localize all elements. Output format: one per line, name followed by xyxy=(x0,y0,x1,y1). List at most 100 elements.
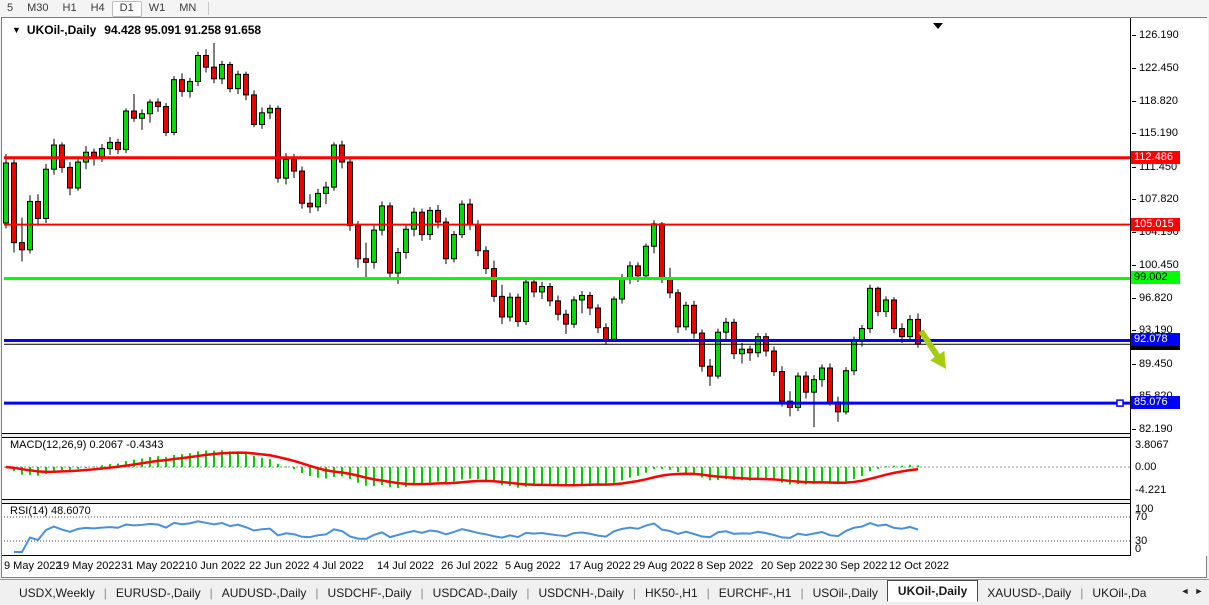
timeframe-button-W1[interactable]: W1 xyxy=(148,2,166,14)
panel-splitter-1[interactable] xyxy=(2,433,1207,438)
timeframe-button-M30[interactable]: M30 xyxy=(27,2,49,14)
candle-body xyxy=(619,277,625,300)
macd-histogram-bar xyxy=(605,467,607,485)
macd-histogram-bar xyxy=(245,453,247,467)
macd-histogram-bar xyxy=(93,466,95,468)
macd-histogram-bar xyxy=(109,464,111,467)
line-handle[interactable] xyxy=(1116,399,1124,407)
chart-symbol-period: UKOil-,Daily xyxy=(26,23,97,37)
candle-body xyxy=(755,336,761,354)
tab-usdchf-daily[interactable]: USDCHF-,Daily xyxy=(327,585,412,600)
macd-histogram-bar xyxy=(573,467,575,486)
price-axis[interactable]: 126.190 122.450 118.820 115.190 111.450 107.8… xyxy=(1131,18,1208,556)
candle-body xyxy=(403,228,409,253)
macd-histogram-bar xyxy=(565,467,567,487)
main-chart-svg[interactable] xyxy=(3,18,1130,433)
macd-histogram-bar xyxy=(693,467,695,475)
macd-histogram-bar xyxy=(869,467,871,472)
candle-body xyxy=(411,211,417,230)
macd-histogram-bar xyxy=(701,467,703,478)
macd-histogram-bar xyxy=(397,467,399,488)
shift-marker-icon[interactable] xyxy=(933,23,943,29)
candle-body xyxy=(739,348,745,355)
candle-body xyxy=(707,365,713,377)
date-label: 31 May 2022 xyxy=(121,560,185,572)
panel-splitter-2[interactable] xyxy=(2,499,1207,504)
price-axis-label: 96.820 xyxy=(1132,292,1173,304)
tab-separator: | xyxy=(706,585,710,600)
macd-histogram-bar xyxy=(805,467,807,485)
tab-hk50-h1[interactable]: HK50-,H1 xyxy=(644,585,698,600)
candle-body xyxy=(555,300,561,315)
symbol-dropdown-icon[interactable]: ▼ xyxy=(12,25,21,35)
macd-histogram-bar xyxy=(445,467,447,483)
candle-body xyxy=(107,141,113,150)
timeframe-button-H4[interactable]: H4 xyxy=(90,2,105,14)
candle-body xyxy=(155,101,161,108)
candle-body xyxy=(243,73,249,96)
candle-body xyxy=(795,375,801,408)
tab-ukoil-da[interactable]: UKOil-,Da xyxy=(1092,585,1147,600)
candle-body xyxy=(811,379,817,393)
price-axis-label: 122.450 xyxy=(1132,62,1179,74)
indicator-axis-label: 0.00 xyxy=(1135,461,1157,473)
tab-xauusd-daily[interactable]: XAUUSD-,Daily xyxy=(987,585,1072,600)
timeframe-button-H1[interactable]: H1 xyxy=(62,2,77,14)
macd-histogram-bar xyxy=(421,467,423,485)
tab-usdcad-daily[interactable]: USDCAD-,Daily xyxy=(432,585,518,600)
candle-body xyxy=(427,209,433,236)
candle-body xyxy=(579,294,585,301)
macd-histogram-bar xyxy=(325,467,327,479)
sell-arrow-annotation[interactable] xyxy=(918,329,947,369)
date-label: 26 Jul 2022 xyxy=(441,560,498,572)
tab-usdx-weekly[interactable]: USDX,Weekly xyxy=(19,585,95,600)
chart-title: ▼ UKOil-,Daily 94.428 95.091 91.258 91.658 xyxy=(12,23,261,37)
time-axis[interactable]: 9 May 2022 19 May 2022 31 May 2022 10 Jun 2… xyxy=(2,556,1130,577)
price-tag-92.078: 92.078 xyxy=(1131,333,1180,347)
rsi-svg[interactable] xyxy=(3,504,1130,555)
timeframe-button-MN[interactable]: MN xyxy=(179,2,197,14)
price-tag-112.486: 112.486 xyxy=(1131,150,1180,164)
candle-body xyxy=(507,296,513,318)
macd-histogram-bar xyxy=(765,467,767,480)
macd-svg[interactable] xyxy=(3,438,1130,499)
tab-scroll-right-button[interactable]: ► xyxy=(1194,586,1204,596)
candle-body xyxy=(43,168,49,219)
candle-body xyxy=(443,221,449,260)
candle-body xyxy=(379,205,385,231)
price-axis-label: 82.190 xyxy=(1132,423,1173,435)
candle-body xyxy=(75,161,81,189)
indicator-axis-label: 70 xyxy=(1135,511,1148,523)
timeframe-button-5[interactable]: 5 xyxy=(7,2,14,14)
candle-body xyxy=(331,144,337,188)
indicator-axis-label: 3.8067 xyxy=(1135,439,1169,451)
macd-histogram-bar xyxy=(413,467,415,486)
tab-separator: | xyxy=(632,585,636,600)
date-label: 19 May 2022 xyxy=(57,560,121,572)
macd-histogram-bar xyxy=(661,467,663,470)
candle-body xyxy=(627,265,633,279)
tab-separator: | xyxy=(526,585,530,600)
tab-eurchf-h1[interactable]: EURCHF-,H1 xyxy=(718,585,792,600)
candle-body xyxy=(179,79,185,92)
macd-histogram-bar xyxy=(853,467,855,480)
tab-audusd-daily[interactable]: AUDUSD-,Daily xyxy=(221,585,307,600)
tab-scroll-left-button[interactable]: ◄ xyxy=(1180,586,1190,596)
candle-body xyxy=(643,245,649,277)
macd-histogram-bar xyxy=(517,467,519,488)
price-axis-label: 111.450 xyxy=(1132,161,1177,173)
candle-body xyxy=(483,250,489,270)
candle-body xyxy=(35,200,41,219)
candle-body xyxy=(683,304,689,328)
tab-usdcnh-daily[interactable]: USDCNH-,Daily xyxy=(538,585,624,600)
candle-body xyxy=(419,211,425,236)
candle-body xyxy=(123,110,129,151)
tab-usoil-daily[interactable]: USOil-,Daily xyxy=(812,585,878,600)
timeframe-button-D1[interactable]: D1 xyxy=(111,0,142,17)
macd-histogram-bar xyxy=(893,465,895,467)
macd-histogram-bar xyxy=(717,467,719,481)
date-label: 4 Jul 2022 xyxy=(313,560,364,572)
macd-histogram-bar xyxy=(253,456,255,467)
tab-ukoil-daily[interactable]: UKOil-,Daily xyxy=(886,579,979,602)
tab-eurusd-daily[interactable]: EURUSD-,Daily xyxy=(115,585,201,600)
